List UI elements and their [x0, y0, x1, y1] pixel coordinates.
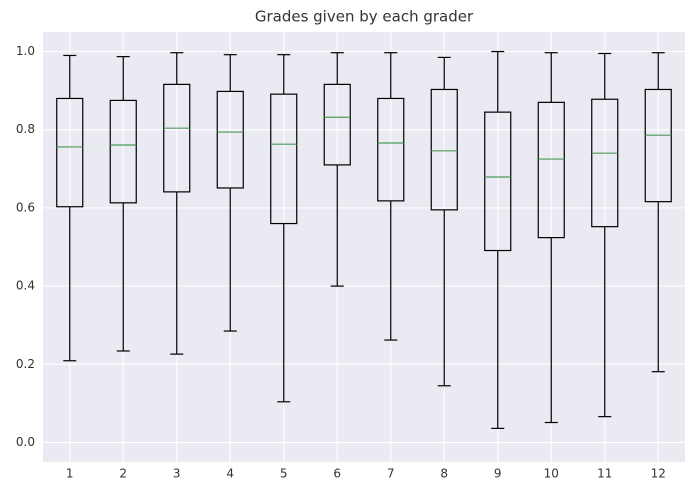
y-tick-label: 0.2: [16, 357, 35, 371]
x-tick-label: 11: [597, 467, 612, 481]
y-tick-label: 0.8: [16, 122, 35, 136]
box: [109, 99, 137, 204]
x-tick-label: 10: [544, 467, 559, 481]
x-tick-label: 9: [494, 467, 502, 481]
box: [270, 93, 298, 225]
x-tick-label: 4: [226, 467, 234, 481]
chart-title: Grades given by each grader: [255, 8, 474, 26]
box: [163, 83, 191, 193]
y-tick-label: 1.0: [16, 44, 35, 58]
box: [323, 83, 351, 166]
box: [216, 90, 244, 189]
box: [537, 101, 565, 239]
box: [56, 97, 84, 208]
plot-background: [43, 32, 685, 462]
y-tick-label: 0.4: [16, 279, 35, 293]
y-tick-label: 0.0: [16, 435, 35, 449]
x-tick-label: 6: [333, 467, 341, 481]
x-tick-label: 7: [387, 467, 395, 481]
box: [484, 111, 512, 252]
x-tick-label: 8: [440, 467, 448, 481]
x-tick-label: 1: [66, 467, 74, 481]
x-tick-label: 5: [280, 467, 288, 481]
box: [377, 97, 405, 202]
box: [430, 88, 458, 211]
y-tick-label: 0.6: [16, 200, 35, 214]
x-tick-label: 12: [651, 467, 666, 481]
x-tick-label: 2: [119, 467, 127, 481]
box: [591, 98, 619, 228]
x-tick-label: 3: [173, 467, 181, 481]
box: [644, 88, 672, 203]
